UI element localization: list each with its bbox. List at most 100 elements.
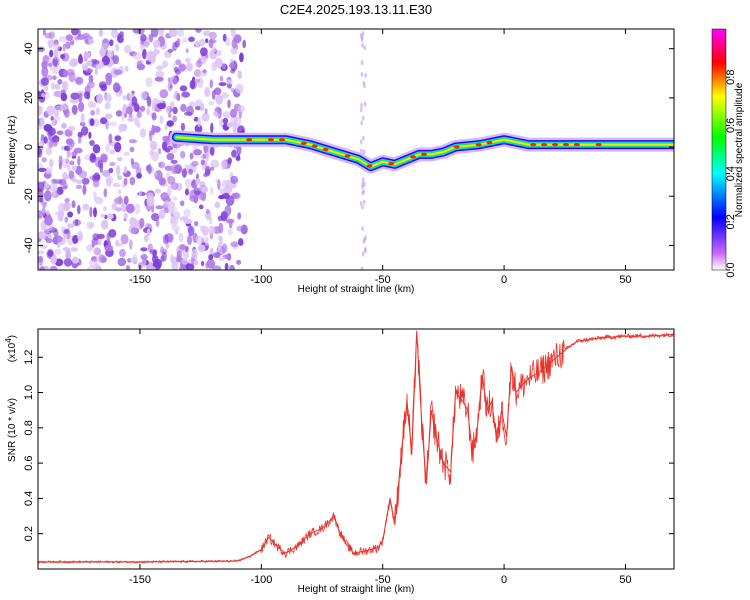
colorbar-label: Normalized spectral amplitude — [734, 82, 745, 217]
noise-blob — [360, 120, 364, 126]
noise-blob — [86, 60, 93, 66]
noise-blob — [112, 183, 121, 188]
noise-blob — [184, 188, 190, 196]
noise-blob — [205, 165, 211, 175]
noise-blob — [227, 157, 232, 165]
noise-blob — [132, 253, 137, 262]
colorbar: 0.0 0.2 0.4 0.6 0.8 Normalized spectral ampl… — [711, 28, 745, 278]
noise-blob — [53, 43, 60, 51]
noise-blob — [143, 234, 149, 243]
noise-blob — [88, 259, 97, 268]
noise-blob — [70, 92, 80, 100]
noise-blob — [199, 38, 205, 47]
noise-blob — [88, 131, 92, 139]
noise-blob — [95, 174, 101, 181]
heatmap-x-ticks: -150 -100 -50 0 50 — [129, 29, 632, 286]
noise-blob — [46, 105, 56, 116]
noise-blob — [361, 115, 365, 121]
noise-blob — [60, 92, 68, 102]
ridge-hotspot — [311, 144, 318, 148]
noise-blob — [191, 160, 199, 167]
noise-blob — [193, 187, 202, 196]
ridge-hotspot — [530, 143, 537, 147]
noise-blob — [211, 90, 216, 100]
noise-blob — [200, 159, 206, 166]
noise-blob — [175, 59, 182, 66]
noise-blob — [183, 218, 193, 225]
noise-blob — [185, 62, 193, 72]
snr-multiplier-close: ) — [7, 335, 18, 338]
noise-blob — [41, 157, 47, 163]
noise-blob — [130, 158, 134, 165]
noise-blob — [44, 32, 53, 39]
noise-blob — [188, 168, 193, 175]
snr-y-ticks: 0.2 0.4 0.6 0.8 1.0 1.2 — [23, 350, 674, 541]
noise-blob — [189, 152, 194, 160]
noise-blob — [78, 136, 82, 144]
noise-blob — [75, 76, 84, 85]
heatmap-panel: -150 -100 -50 0 50 -40 -20 0 20 40 Height of str… — [7, 28, 675, 295]
noise-blob — [153, 171, 158, 177]
noise-blob — [197, 244, 206, 253]
noise-blob — [188, 225, 195, 237]
noise-blob — [121, 111, 125, 122]
noise-blob — [102, 170, 111, 177]
noise-blob — [195, 40, 200, 47]
noise-blob — [38, 250, 45, 255]
noise-blob — [54, 258, 64, 267]
noise-blob — [176, 38, 181, 44]
y-tick-label: 20 — [23, 92, 35, 104]
noise-blob — [54, 49, 59, 57]
noise-blob — [125, 264, 131, 270]
noise-blob — [122, 103, 127, 114]
noise-blob — [81, 177, 90, 185]
noise-blob — [58, 155, 63, 166]
noise-blob — [231, 38, 237, 49]
noise-blob — [202, 30, 211, 37]
ridge-hotspot — [541, 143, 548, 147]
noise-blob — [48, 140, 54, 149]
noise-blob — [230, 47, 238, 55]
noise-blob — [93, 118, 100, 128]
heatmap-y-label: Frequency (Hz) — [7, 116, 18, 185]
colorbar-ticks: 0.0 0.2 0.4 0.6 0.8 — [725, 70, 737, 278]
noise-blob — [91, 241, 95, 248]
noise-blob — [108, 133, 113, 144]
noise-blob — [117, 175, 123, 181]
noise-blob — [140, 91, 147, 100]
noise-blob — [88, 100, 94, 109]
noise-blob — [158, 209, 166, 220]
noise-blob — [69, 98, 79, 104]
noise-blob — [193, 149, 202, 156]
colorbar-gradient — [711, 28, 727, 271]
noise-blob — [149, 249, 158, 255]
noise-blob — [122, 95, 127, 101]
ridge-hotspot — [475, 143, 482, 147]
noise-blob — [225, 79, 233, 85]
noise-blob — [222, 117, 229, 124]
noise-blob — [77, 29, 81, 36]
noise-blob — [164, 200, 170, 206]
noise-blob — [176, 93, 181, 101]
snr-background — [38, 329, 674, 569]
noise-blob — [360, 72, 364, 77]
ridge-hotspot — [453, 145, 460, 149]
noise-blob — [40, 117, 45, 127]
noise-blob — [49, 49, 54, 58]
noise-blob — [208, 100, 215, 106]
noise-blob — [187, 234, 192, 245]
noise-blob — [230, 175, 239, 184]
noise-blob — [71, 165, 77, 171]
noise-blob — [153, 49, 158, 57]
noise-blob — [162, 60, 169, 68]
y-tick-label: 0.8 — [23, 420, 35, 435]
noise-blob — [225, 179, 232, 189]
noise-blob — [93, 207, 97, 218]
noise-blob — [100, 117, 107, 125]
noise-blob — [194, 221, 199, 227]
noise-blob — [66, 68, 75, 76]
noise-blob — [67, 165, 71, 173]
noise-blob — [180, 122, 186, 132]
noise-blob — [129, 176, 136, 186]
noise-blob — [213, 252, 221, 259]
